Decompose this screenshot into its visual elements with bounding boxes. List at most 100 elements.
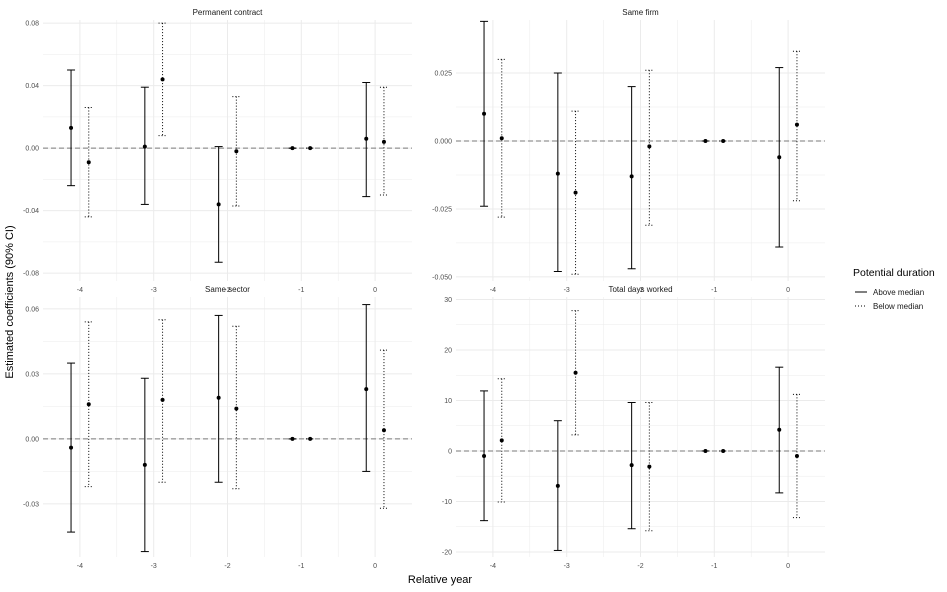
x-axis-label: Relative year [408, 574, 473, 586]
point-estimate [629, 174, 634, 179]
panel-title: Same firm [622, 8, 659, 17]
point-estimate [721, 448, 726, 453]
point-estimate [555, 171, 560, 176]
y-tick-label: 10 [444, 398, 452, 405]
point-estimate [794, 122, 799, 127]
point-estimate [573, 370, 578, 375]
panel-3: Same sector -0.03 0.00 0.03 0.06 -4 -3 -2 -1 0 [23, 285, 412, 570]
point-estimate [290, 436, 295, 441]
y-tick-label: -0.025 [432, 206, 452, 213]
y-tick-label: -20 [442, 549, 452, 556]
point-estimate [629, 463, 634, 468]
series-above-median [480, 366, 784, 551]
series-below-median [497, 310, 801, 532]
legend-title: Potential duration [853, 267, 935, 279]
facet-panels: Permanent contract -0.08 -0.04 0.00 0.04 0.08… [23, 8, 825, 570]
point-estimate [703, 448, 708, 453]
point-estimate [308, 436, 313, 441]
panel-title: Same sector [205, 285, 250, 294]
point-estimate [234, 406, 239, 411]
series-above-median [480, 20, 784, 272]
x-tick-label: -3 [151, 563, 157, 570]
point-estimate [703, 138, 708, 143]
point-estimate [647, 144, 652, 149]
point-estimate [381, 139, 386, 144]
point-estimate [86, 402, 91, 407]
panel-2: Same firm -0.050 -0.025 0.000 0.025 -4 -3 -2 -1 0 [432, 8, 825, 294]
point-estimate [69, 125, 74, 130]
y-tick-label: -0.04 [23, 208, 39, 215]
point-estimate [647, 464, 652, 469]
x-tick-label: -3 [564, 287, 570, 294]
y-tick-label: 0.03 [25, 371, 39, 378]
x-tick-label: -4 [490, 563, 496, 570]
point-estimate [381, 428, 386, 433]
y-tick-label: 0.00 [25, 436, 39, 443]
x-tick-label: 0 [786, 287, 790, 294]
point-estimate [364, 387, 369, 392]
y-tick-label: 0.04 [25, 83, 39, 90]
point-estimate [364, 136, 369, 141]
series-below-median [84, 319, 388, 509]
y-tick-label: -0.03 [23, 501, 39, 508]
panel-title: Permanent contract [193, 8, 264, 17]
series-below-median [497, 50, 801, 275]
series-above-median [67, 69, 371, 263]
point-estimate [160, 77, 165, 82]
x-tick-label: -2 [637, 563, 643, 570]
series-above-median [67, 304, 371, 553]
panel-1: Permanent contract -0.08 -0.04 0.00 0.04 0.08… [23, 8, 412, 294]
point-estimate [555, 483, 560, 488]
point-estimate [290, 146, 295, 151]
point-estimate [794, 454, 799, 459]
legend: Potential duration Above median Below me… [853, 267, 935, 311]
y-tick-label: 0.00 [25, 146, 39, 153]
y-tick-label: 0 [448, 448, 452, 455]
x-tick-label: 0 [373, 287, 377, 294]
x-tick-label: -3 [151, 287, 157, 294]
point-estimate [573, 190, 578, 195]
y-tick-label: 0.000 [434, 138, 452, 145]
point-estimate [216, 202, 221, 207]
x-tick-label: -1 [298, 287, 304, 294]
point-estimate [482, 111, 487, 116]
point-estimate [142, 462, 147, 467]
x-tick-label: 0 [373, 563, 377, 570]
point-estimate [499, 438, 504, 443]
x-tick-label: -2 [637, 287, 643, 294]
x-tick-label: -1 [298, 563, 304, 570]
y-tick-label: 0.06 [25, 306, 39, 313]
y-axis-label: Estimated coefficients (90% CI) [4, 225, 16, 378]
y-tick-label: -0.050 [432, 274, 452, 281]
legend-label-below-median: Below median [873, 302, 923, 311]
y-tick-label: 0.08 [25, 21, 39, 28]
panel-title: Total days worked [608, 285, 672, 294]
point-estimate [86, 160, 91, 165]
x-tick-label: -4 [77, 563, 83, 570]
point-estimate [142, 144, 147, 149]
point-estimate [777, 155, 782, 160]
x-tick-label: -1 [711, 287, 717, 294]
y-tick-label: -0.08 [23, 271, 39, 278]
x-tick-label: -4 [77, 287, 83, 294]
point-estimate [777, 427, 782, 432]
series-below-median [84, 22, 388, 218]
point-estimate [234, 149, 239, 154]
x-tick-label: -3 [564, 563, 570, 570]
x-tick-label: -2 [224, 563, 230, 570]
x-tick-label: 0 [786, 563, 790, 570]
x-tick-label: -2 [224, 287, 230, 294]
point-estimate [499, 136, 504, 141]
point-estimate [216, 395, 221, 400]
y-tick-label: -10 [442, 499, 452, 506]
x-tick-label: -4 [490, 287, 496, 294]
point-estimate [721, 138, 726, 143]
y-tick-label: 0.025 [434, 71, 452, 78]
legend-label-above-median: Above median [873, 288, 924, 297]
y-tick-label: 20 [444, 348, 452, 355]
point-estimate [308, 146, 313, 151]
x-tick-label: -1 [711, 563, 717, 570]
